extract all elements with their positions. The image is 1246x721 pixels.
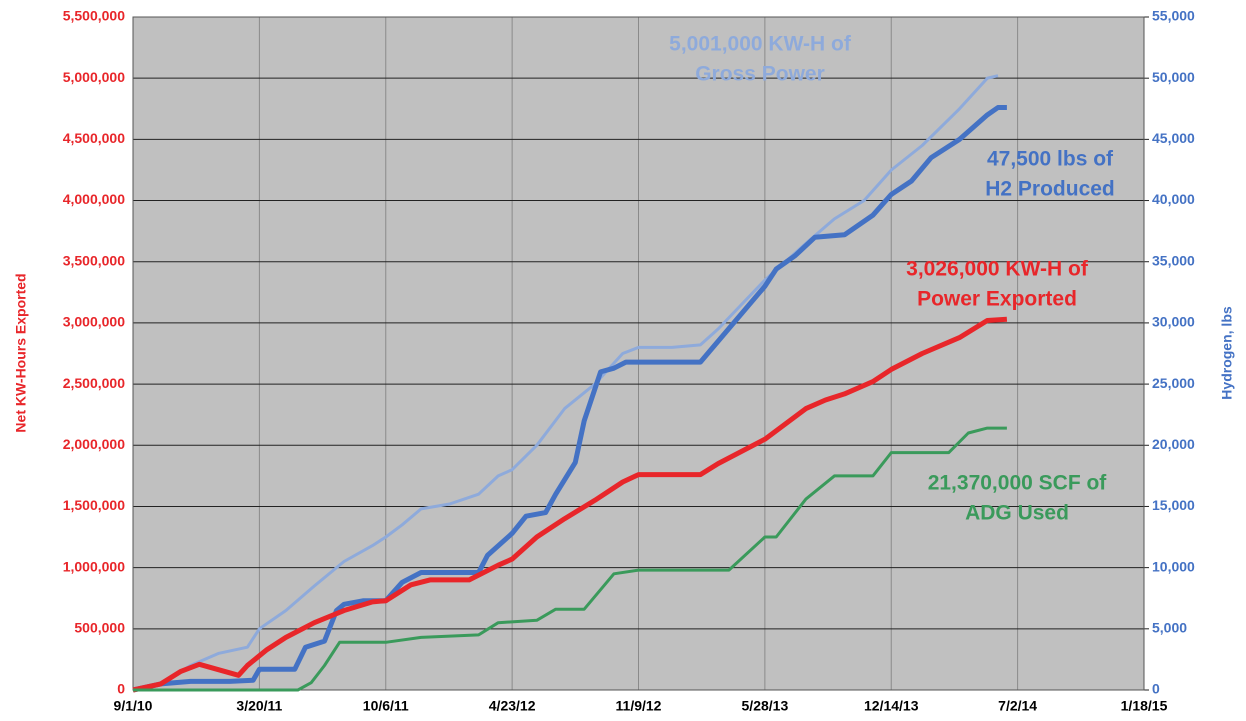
y-axis-label: Net KW-Hours Exported	[13, 273, 29, 432]
y2-tick-label: 50,000	[1152, 69, 1195, 85]
y2-tick-label: 45,000	[1152, 130, 1195, 146]
y2-tick-label: 15,000	[1152, 497, 1195, 513]
x-tick-label: 11/9/12	[616, 698, 662, 714]
x-tick-label: 12/14/13	[864, 698, 919, 714]
x-tick-label: 5/28/13	[742, 698, 789, 714]
y-tick-label: 3,000,000	[63, 314, 125, 330]
series-line	[132, 74, 999, 692]
y-tick-label: 500,000	[74, 620, 125, 636]
annotation: Gross Power	[695, 63, 825, 86]
y-tick-label: 5,500,000	[63, 8, 125, 24]
x-tick-label: 9/1/10	[114, 698, 153, 714]
annotation: H2 Produced	[985, 178, 1115, 201]
y2-axis-label: Hydrogen, lbs	[1219, 306, 1235, 400]
annotation: 47,500 lbs of	[987, 148, 1114, 171]
y-tick-label: 4,500,000	[63, 130, 125, 146]
y2-tick-label: 10,000	[1152, 558, 1195, 574]
y2-tick-label: 0	[1152, 681, 1160, 697]
y2-tick-label: 30,000	[1152, 314, 1195, 330]
x-tick-label: 7/2/14	[998, 698, 1037, 714]
plot-border	[132, 16, 1145, 691]
annotation: 3,026,000 KW-H of	[906, 258, 1089, 281]
x-tick-label: 1/18/15	[1121, 698, 1168, 714]
y2-tick-label: 40,000	[1152, 191, 1195, 207]
series-line	[132, 316, 1008, 693]
annotation: 21,370,000 SCF of	[928, 472, 1108, 495]
y-tick-label: 1,000,000	[63, 558, 125, 574]
annotation: 5,001,000 KW-H of	[669, 33, 852, 56]
y-tick-label: 4,000,000	[63, 191, 125, 207]
y2-tick-label: 35,000	[1152, 252, 1195, 268]
y2-tick-label: 25,000	[1152, 375, 1195, 391]
y-tick-label: 2,000,000	[63, 436, 125, 452]
y-tick-label: 1,500,000	[63, 497, 125, 513]
y-tick-label: 2,500,000	[63, 375, 125, 391]
annotation: Power Exported	[917, 288, 1077, 311]
y2-tick-label: 55,000	[1152, 8, 1195, 24]
y-tick-label: 3,500,000	[63, 252, 125, 268]
series-line	[132, 105, 1007, 693]
annotation: ADG Used	[965, 502, 1069, 525]
series-line	[133, 426, 1007, 692]
y2-tick-label: 5,000	[1152, 620, 1187, 636]
y-tick-label: 0	[117, 681, 125, 697]
x-tick-label: 10/6/11	[363, 698, 409, 714]
x-tick-label: 3/20/11	[236, 698, 282, 714]
y2-tick-label: 20,000	[1152, 436, 1195, 452]
y-tick-label: 5,000,000	[63, 69, 125, 85]
x-tick-label: 4/23/12	[489, 698, 536, 714]
